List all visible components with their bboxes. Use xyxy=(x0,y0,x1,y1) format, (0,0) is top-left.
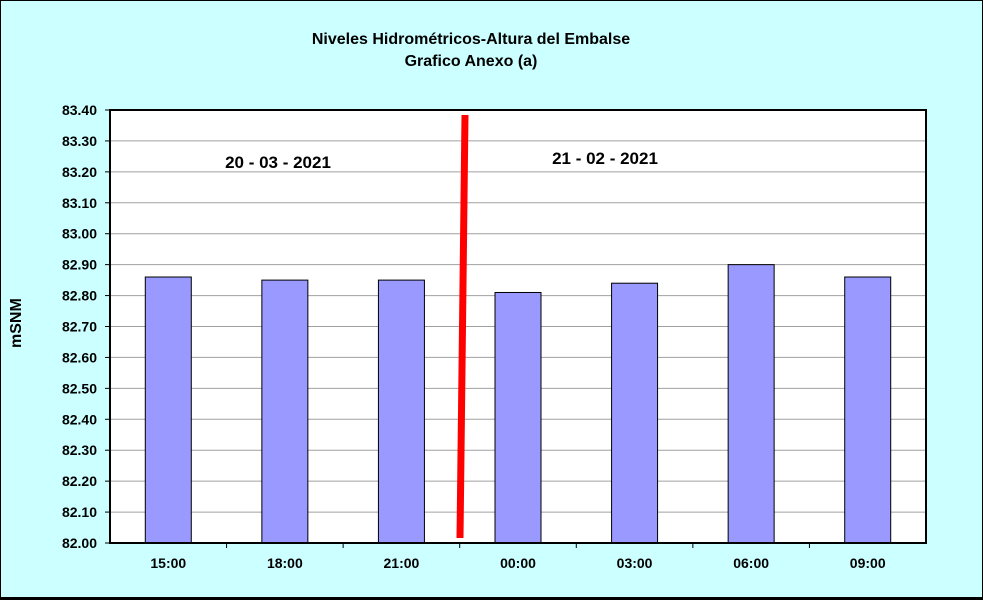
x-tick-label: 06:00 xyxy=(733,555,769,571)
y-tick-label: 82.80 xyxy=(62,288,97,304)
bar xyxy=(377,279,425,544)
y-tick-label: 83.00 xyxy=(62,226,97,242)
x-tick-label: 09:00 xyxy=(850,555,886,571)
bar xyxy=(727,264,775,544)
y-tick-label: 83.40 xyxy=(62,102,97,118)
bar xyxy=(844,276,892,544)
x-tick-label: 18:00 xyxy=(267,555,303,571)
y-tick-label: 82.30 xyxy=(62,442,97,458)
bar xyxy=(144,276,192,544)
y-tick-label: 82.00 xyxy=(62,535,97,551)
y-tick-label: 82.50 xyxy=(62,380,97,396)
x-tick-label: 03:00 xyxy=(617,555,653,571)
plot-border xyxy=(109,109,927,544)
y-tick-label: 82.10 xyxy=(62,504,97,520)
bar xyxy=(261,279,309,544)
y-tick-label: 82.70 xyxy=(62,319,97,335)
x-tick-label: 15:00 xyxy=(150,555,186,571)
x-tick-label: 21:00 xyxy=(384,555,420,571)
x-tick-label: 00:00 xyxy=(500,555,536,571)
y-tick-label: 82.90 xyxy=(62,257,97,273)
day-divider-line xyxy=(456,114,469,539)
bar xyxy=(494,291,542,544)
date-annotation: 21 - 02 - 2021 xyxy=(552,149,658,168)
y-tick-label: 82.20 xyxy=(62,473,97,489)
y-tick-label: 82.40 xyxy=(62,411,97,427)
chart-subtitle: Grafico Anexo (a) xyxy=(404,53,538,70)
y-tick-label: 83.20 xyxy=(62,164,97,180)
bar xyxy=(611,282,659,544)
y-tick-label: 82.60 xyxy=(62,349,97,365)
date-annotation: 20 - 03 - 2021 xyxy=(225,153,331,172)
chart-title: Niveles Hidrométricos-Altura del Embalse xyxy=(311,31,631,48)
y-tick-label: 83.10 xyxy=(62,195,97,211)
y-tick-label: 83.30 xyxy=(62,133,97,149)
